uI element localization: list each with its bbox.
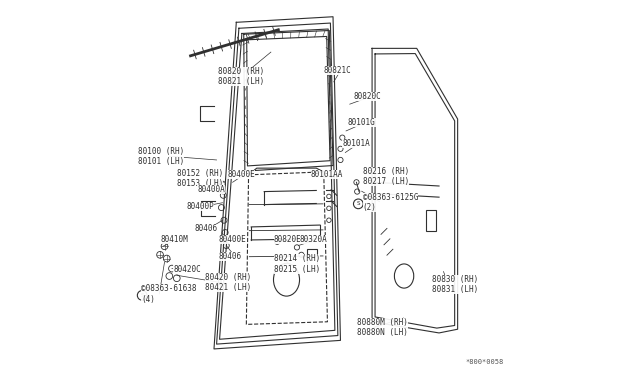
Text: 80101G: 80101G <box>348 118 376 127</box>
Text: 80101AA: 80101AA <box>310 170 343 179</box>
Text: 80216 (RH)
80217 (LH): 80216 (RH) 80217 (LH) <box>363 167 409 186</box>
Text: ©08363-6125G
(2): ©08363-6125G (2) <box>363 193 419 212</box>
Text: 80406: 80406 <box>219 252 242 261</box>
Text: 80820 (RH)
80821 (LH): 80820 (RH) 80821 (LH) <box>218 67 264 86</box>
Text: 80420 (RH)
80421 (LH): 80420 (RH) 80421 (LH) <box>205 273 251 292</box>
Text: S: S <box>140 293 144 298</box>
Bar <box>426 210 436 231</box>
Text: 80152 (RH)
80153 (LH): 80152 (RH) 80153 (LH) <box>177 169 223 188</box>
Text: 80400E: 80400E <box>227 170 255 179</box>
Text: 80880M (RH)
80880N (LH): 80880M (RH) 80880N (LH) <box>357 318 408 337</box>
Text: 80820E: 80820E <box>273 235 301 244</box>
Text: 80100 (RH)
80101 (LH): 80100 (RH) 80101 (LH) <box>138 147 184 166</box>
Text: 80406: 80406 <box>195 224 218 233</box>
Text: *800*0058: *800*0058 <box>466 359 504 365</box>
Text: 80400P: 80400P <box>186 202 214 211</box>
Text: 80821C: 80821C <box>324 66 351 75</box>
Text: 80400E: 80400E <box>219 235 246 244</box>
Bar <box>307 249 317 270</box>
Text: S: S <box>356 201 360 206</box>
Text: 80101A: 80101A <box>342 139 370 148</box>
Text: 80420C: 80420C <box>173 265 201 274</box>
Text: 80400A: 80400A <box>197 185 225 194</box>
Text: 80830 (RH)
80831 (LH): 80830 (RH) 80831 (LH) <box>431 275 478 294</box>
Text: 80820C: 80820C <box>353 92 381 101</box>
Text: ©08363-61638
(4): ©08363-61638 (4) <box>141 284 197 304</box>
Text: 80214 (RH)
80215 (LH): 80214 (RH) 80215 (LH) <box>273 254 320 274</box>
Text: 80320A: 80320A <box>300 235 327 244</box>
Text: 80410M: 80410M <box>160 235 188 244</box>
